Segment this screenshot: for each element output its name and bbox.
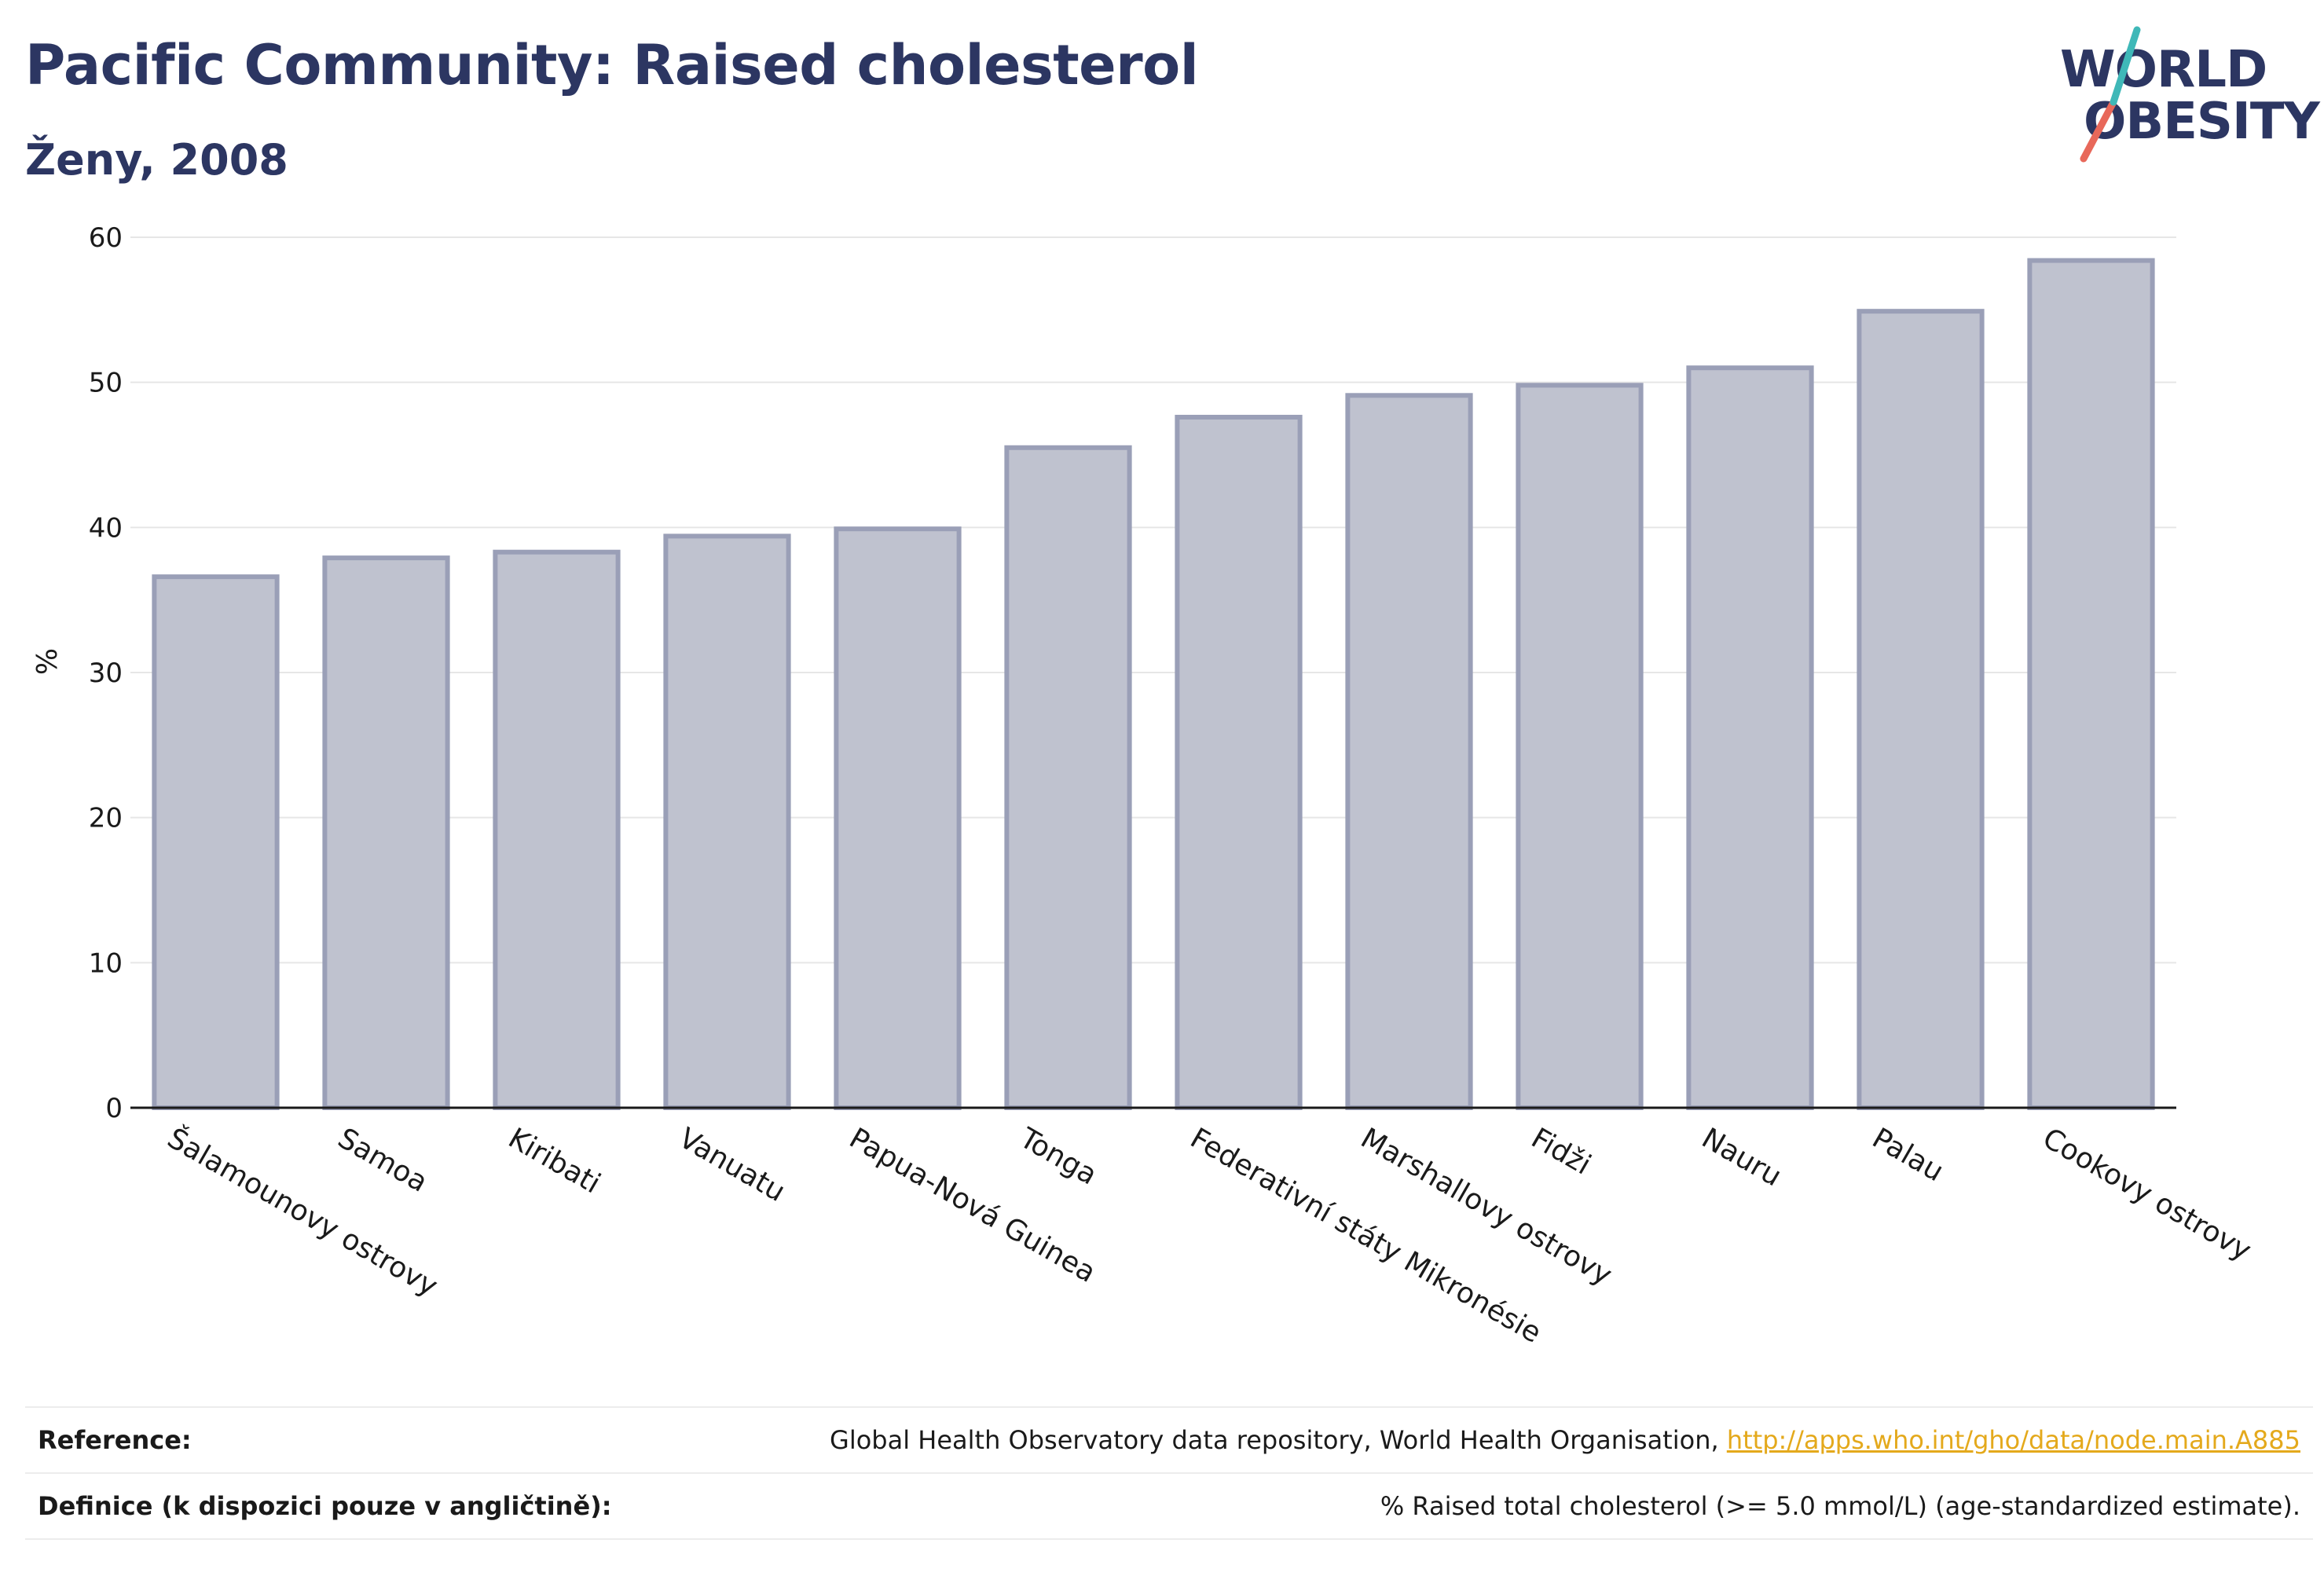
reference-source-text: Global Health Observatory data repositor… xyxy=(830,1425,1727,1455)
reference-link[interactable]: http://apps.who.int/gho/data/node.main.A… xyxy=(1726,1425,2300,1455)
bar[interactable] xyxy=(2027,258,2155,1111)
y-tick-label: 50 xyxy=(89,368,123,399)
x-tick-label: Nauru xyxy=(1696,1122,1787,1193)
definition-value: % Raised total cholesterol (>= 5.0 mmol/… xyxy=(1380,1491,2300,1521)
bar[interactable] xyxy=(493,549,621,1110)
x-tick-label: Palau xyxy=(1867,1122,1949,1188)
bar[interactable] xyxy=(1345,393,1473,1110)
definition-row: Definice (k dispozici pouze v angličtině… xyxy=(25,1472,2313,1540)
logo-text-world: WORLD xyxy=(2060,41,2267,99)
chart-title: Pacific Community: Raised cholesterol xyxy=(25,33,1199,97)
bars xyxy=(152,258,2155,1111)
bar[interactable] xyxy=(1004,445,1132,1110)
logo-text-obesity: OBESITY xyxy=(2084,93,2320,151)
y-axis-label: % xyxy=(31,648,64,675)
reference-label: Reference: xyxy=(38,1425,192,1455)
bar[interactable] xyxy=(1516,383,1644,1110)
x-tick-label: Fidži xyxy=(1526,1122,1596,1181)
x-tick-label: Tonga xyxy=(1014,1122,1102,1192)
y-tick-label: 10 xyxy=(89,947,123,979)
bar[interactable] xyxy=(1686,365,1814,1110)
x-tick-label: Kiribati xyxy=(503,1122,606,1200)
reference-value: Global Health Observatory data repositor… xyxy=(830,1425,2313,1455)
y-tick-label: 0 xyxy=(105,1093,123,1124)
y-tick-label: 40 xyxy=(89,512,123,544)
chart-subtitle: Ženy, 2008 xyxy=(25,135,288,185)
x-tick-label: Vanuatu xyxy=(673,1122,790,1208)
x-tick-label: Šalamounovy ostrovy xyxy=(162,1121,443,1303)
bar[interactable] xyxy=(834,526,962,1110)
bar[interactable] xyxy=(152,574,280,1110)
x-tick-label: Federativní státy Mikronésie xyxy=(1185,1122,1546,1350)
y-tick-labels: 0 10 20 30 40 50 60 xyxy=(89,222,123,1124)
grid-lines xyxy=(130,236,2176,964)
bar[interactable] xyxy=(322,555,450,1110)
world-obesity-logo: WORLD OBESITY xyxy=(2043,24,2320,165)
bar[interactable] xyxy=(1857,309,1985,1110)
bar[interactable] xyxy=(1175,414,1303,1110)
bar[interactable] xyxy=(663,533,791,1110)
reference-table: Reference: Global Health Observatory dat… xyxy=(25,1406,2313,1540)
definition-label: Definice (k dispozici pouze v angličtině… xyxy=(38,1491,612,1521)
reference-row: Reference: Global Health Observatory dat… xyxy=(25,1406,2313,1472)
x-tick-label: Cookovy ostrovy xyxy=(2037,1122,2256,1267)
y-tick-label: 60 xyxy=(89,222,123,254)
x-tick-label: Samoa xyxy=(332,1122,433,1199)
y-tick-label: 20 xyxy=(89,803,123,834)
logo-slash-icon xyxy=(2080,26,2141,163)
y-tick-label: 30 xyxy=(89,658,123,689)
